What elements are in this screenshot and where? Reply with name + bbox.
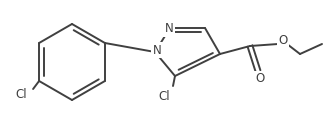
Text: Cl: Cl xyxy=(158,91,170,103)
Text: Cl: Cl xyxy=(15,88,27,102)
Text: O: O xyxy=(278,34,288,48)
Text: O: O xyxy=(255,72,265,86)
Text: N: N xyxy=(165,22,173,36)
Text: N: N xyxy=(153,44,161,56)
